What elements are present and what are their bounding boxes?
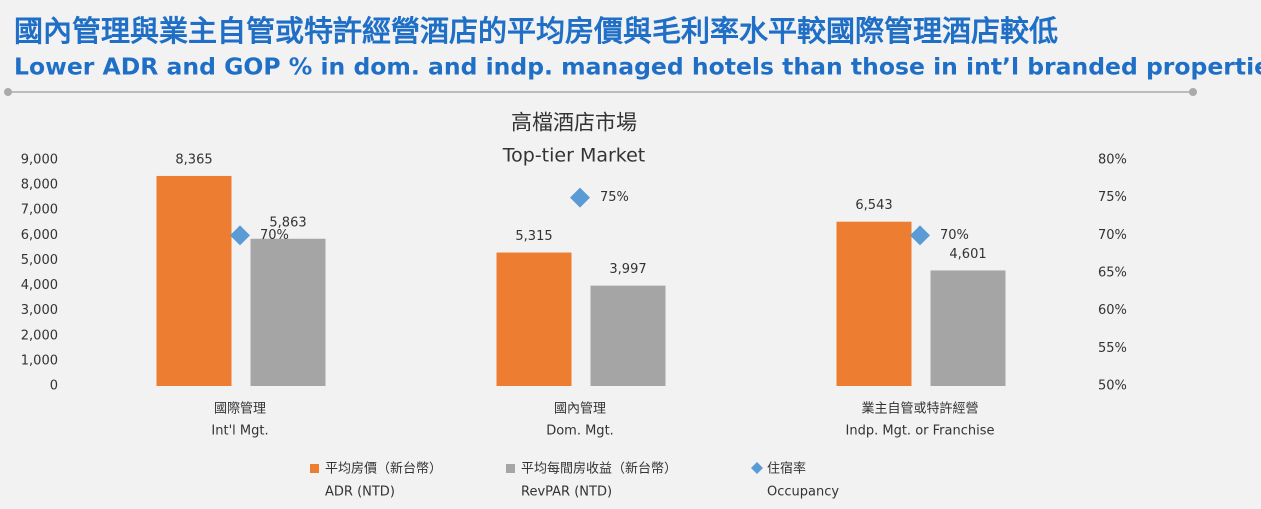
legend-label-en: Occupancy <box>767 485 839 500</box>
data-label: 3,997 <box>609 262 646 277</box>
legend-label: 平均房價（新台幣） <box>325 461 442 477</box>
y2-tick-label: 60% <box>1098 303 1127 318</box>
data-label: 5,863 <box>269 215 306 230</box>
separator-dot <box>4 88 12 96</box>
bar <box>250 238 326 386</box>
chart-title: 高檔酒店市場 <box>511 111 637 135</box>
y-tick-label: 4,000 <box>21 278 58 293</box>
bar <box>156 175 232 386</box>
bar <box>930 270 1006 386</box>
x-tick-label-en: Int'l Mgt. <box>211 424 268 439</box>
data-label: 8,365 <box>175 152 212 167</box>
marker <box>910 225 930 246</box>
y-tick-label: 9,000 <box>21 153 58 168</box>
y-tick-label: 7,000 <box>21 203 58 218</box>
y2-tick-label: 75% <box>1098 190 1127 205</box>
bar <box>590 285 666 386</box>
legend-label-en: RevPAR (NTD) <box>521 485 612 500</box>
y-tick-label: 2,000 <box>21 328 58 343</box>
legend-label: 平均每間房收益（新台幣） <box>521 461 677 477</box>
legend-swatch <box>751 462 763 474</box>
legend-swatch <box>310 464 319 473</box>
data-label: 70% <box>260 228 289 243</box>
y-tick-label: 5,000 <box>21 253 58 268</box>
y-tick-label: 6,000 <box>21 228 58 243</box>
title-en: Lower ADR and GOP % in dom. and indp. ma… <box>14 53 1261 81</box>
y2-tick-label: 55% <box>1098 341 1127 356</box>
title-zh: 國內管理與業主自管或特許經營酒店的平均房價與毛利率水平較國際管理酒店較低 <box>14 14 1058 48</box>
legend-label: 住宿率 <box>767 461 806 477</box>
bar <box>496 252 572 386</box>
x-tick-label-en: Indp. Mgt. or Franchise <box>846 424 995 439</box>
chart-subtitle: Top-tier Market <box>502 145 646 167</box>
bar <box>836 221 912 386</box>
y2-tick-label: 70% <box>1098 228 1127 243</box>
y-tick-label: 3,000 <box>21 303 58 318</box>
y2-tick-label: 65% <box>1098 266 1127 281</box>
y-tick-label: 8,000 <box>21 178 58 193</box>
data-label: 5,315 <box>515 229 552 244</box>
marker <box>230 225 250 246</box>
y2-tick-label: 50% <box>1098 379 1127 394</box>
separator-dot <box>1189 88 1197 96</box>
data-label: 4,601 <box>949 247 986 262</box>
y-tick-label: 0 <box>50 379 58 394</box>
x-tick-label: 國內管理 <box>554 402 606 417</box>
x-tick-label-en: Dom. Mgt. <box>546 424 614 439</box>
legend-swatch <box>506 464 515 473</box>
legend-label-en: ADR (NTD) <box>325 485 395 500</box>
x-tick-label: 國際管理 <box>214 402 266 417</box>
y-tick-label: 1,000 <box>21 353 58 368</box>
y2-tick-label: 80% <box>1098 153 1127 168</box>
x-tick-label: 業主自管或特許經營 <box>861 401 978 417</box>
data-label: 6,543 <box>855 198 892 213</box>
marker <box>570 187 590 208</box>
data-label: 75% <box>600 190 629 205</box>
data-label: 70% <box>940 228 969 243</box>
